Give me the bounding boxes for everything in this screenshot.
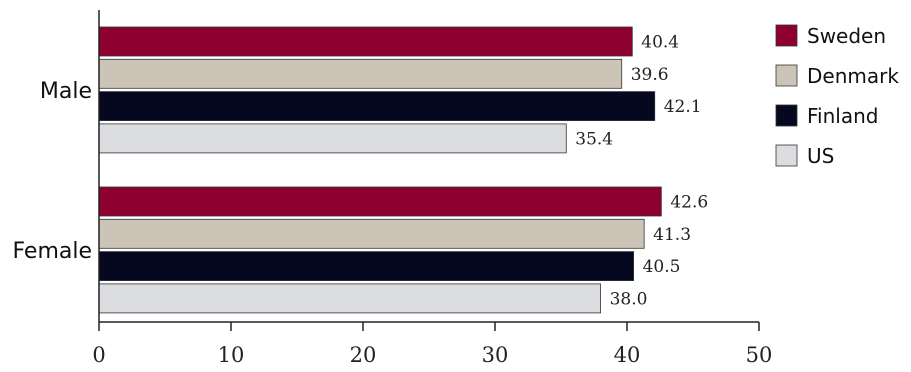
x-tick-label-20: 20 <box>350 343 377 367</box>
value-label-female-finland: 40.5 <box>643 257 681 277</box>
value-label-female-us: 38.0 <box>610 289 648 309</box>
legend-swatch-finland <box>775 104 798 127</box>
legend-label-finland: Finland <box>807 104 878 128</box>
bar-female-finland <box>98 251 634 282</box>
value-label-female-denmark: 41.3 <box>653 225 691 245</box>
legend: Sweden Denmark Finland US <box>775 24 899 168</box>
legend-label-us: US <box>807 144 834 168</box>
value-label-male-finland: 42.1 <box>664 97 702 117</box>
x-tick-label-50: 50 <box>746 343 773 367</box>
value-label-male-us: 35.4 <box>575 129 613 149</box>
category-label-male: Male <box>40 79 92 104</box>
bar-female-sweden <box>98 186 662 217</box>
bar-male-finland <box>98 91 656 121</box>
x-tick-label-40: 40 <box>614 343 641 367</box>
bars-group <box>98 26 662 314</box>
value-label-male-sweden: 40.4 <box>641 33 679 53</box>
bar-female-denmark <box>98 218 645 249</box>
value-label-female-sweden: 42.6 <box>670 193 708 213</box>
value-labels-group: 40.4 39.6 42.1 35.4 42.6 41.3 40.5 38.0 <box>575 33 708 310</box>
bar-female-us <box>98 283 602 314</box>
legend-swatch-us <box>775 144 798 167</box>
bar-male-sweden <box>98 26 633 57</box>
x-tick-label-30: 30 <box>482 343 509 367</box>
category-label-female: Female <box>12 239 92 264</box>
legend-label-denmark: Denmark <box>807 64 899 88</box>
x-tick-label-10: 10 <box>218 343 245 367</box>
bar-male-denmark <box>98 58 623 89</box>
x-axis-ticks: 0 10 20 30 40 50 <box>92 322 772 367</box>
legend-label-sweden: Sweden <box>807 24 886 48</box>
legend-swatch-denmark <box>775 64 798 87</box>
bar-male-us <box>98 123 567 154</box>
category-labels: Male Female <box>12 79 92 264</box>
legend-swatch-sweden <box>775 24 798 47</box>
value-label-male-denmark: 39.6 <box>631 65 669 85</box>
x-tick-label-0: 0 <box>92 343 105 367</box>
